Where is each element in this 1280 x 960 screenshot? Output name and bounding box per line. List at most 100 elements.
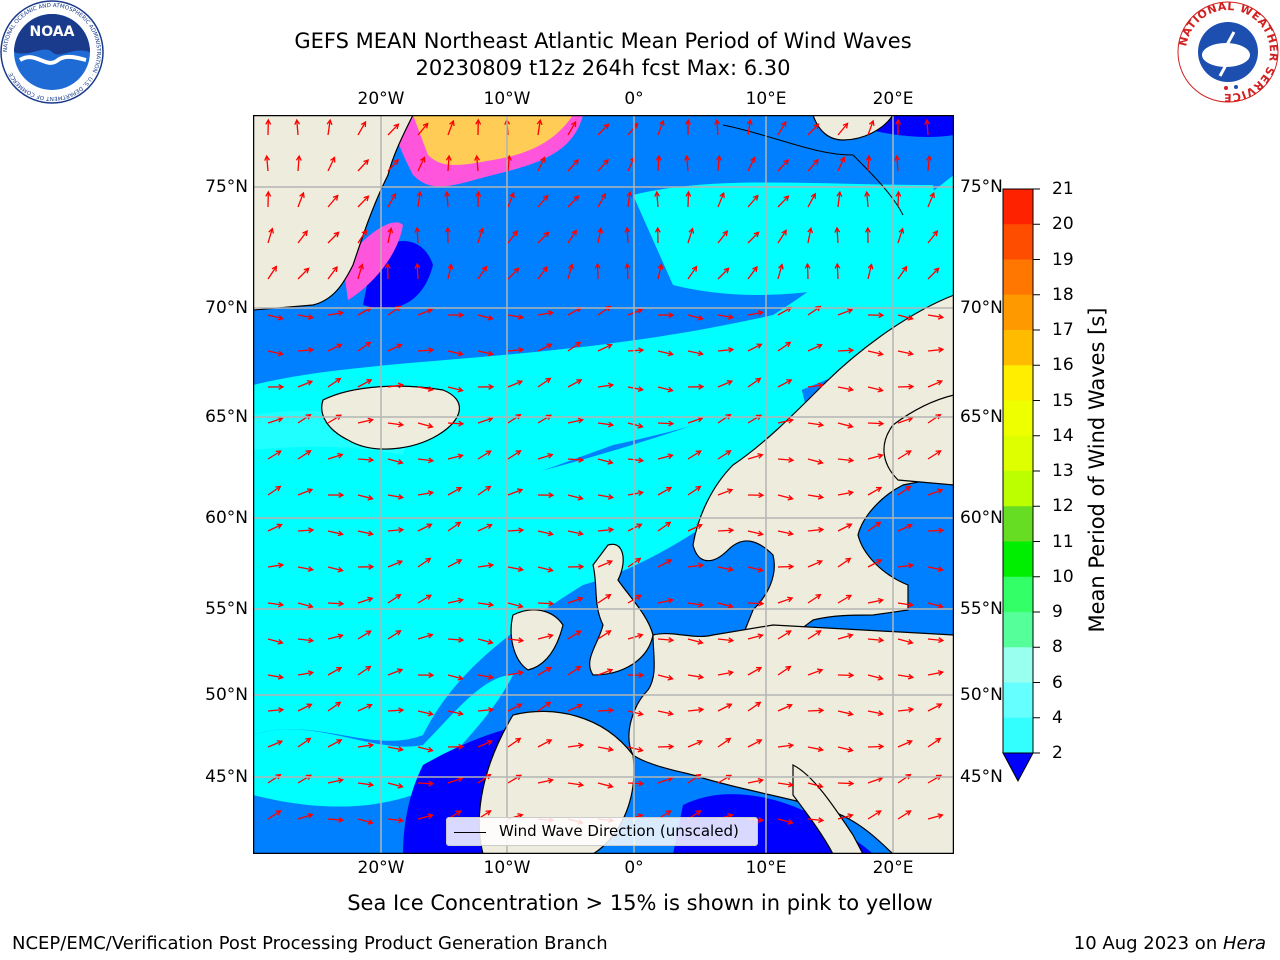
wave-arrow-431: [777, 781, 795, 788]
wave-arrow-171: [567, 379, 583, 388]
wave-arrow-355: [567, 665, 582, 676]
wave-arrow-82: [654, 226, 661, 244]
colorbar-label-15: 4: [1052, 707, 1063, 728]
wave-arrow-238: [507, 488, 524, 496]
wave-arrow-228: [897, 450, 912, 460]
wave-arrow-22: [924, 118, 931, 136]
wave-arrow-29: [445, 154, 452, 172]
wave-arrow-38: [716, 154, 722, 172]
wave-arrow-336: [687, 638, 704, 645]
wave-arrow-3: [357, 120, 367, 136]
wave-arrow-204: [867, 420, 885, 427]
wave-arrow-41: [807, 158, 819, 172]
wave-arrow-256: [357, 530, 374, 537]
wave-arrow-386: [807, 707, 825, 714]
wave-arrow-458: [897, 810, 912, 820]
lon-label-bottom-2: 0°: [624, 858, 644, 878]
wave-arrow-293: [777, 563, 795, 570]
wave-arrow-273: [867, 521, 882, 532]
wave-arrow-242: [627, 490, 645, 497]
wave-arrow-343: [897, 638, 914, 645]
wave-arrow-277: [297, 566, 315, 572]
wave-arrow-327: [417, 632, 434, 640]
wave-arrow-262: [537, 530, 554, 537]
wave-arrow-250: [867, 486, 883, 496]
wave-arrow-380: [627, 710, 644, 717]
wave-arrow-342: [867, 637, 885, 643]
wave-arrow-395: [387, 746, 405, 752]
wave-arrow-344: [927, 637, 945, 644]
colorbar-band-15: [1003, 717, 1033, 754]
wave-arrow-175: [687, 383, 705, 390]
wave-arrow-247: [777, 494, 794, 501]
colorbar-band-11: [1003, 576, 1033, 613]
wave-arrow-259: [447, 521, 462, 532]
wave-arrow-72: [357, 229, 368, 244]
wave-arrow-43: [865, 154, 872, 172]
wave-arrow-246: [747, 492, 765, 499]
wave-arrow-71: [327, 231, 340, 244]
wave-arrow-253: [267, 523, 283, 532]
wave-arrow-162: [297, 380, 314, 388]
wave-arrow-442: [417, 813, 434, 820]
wave-arrow-33: [567, 158, 580, 172]
wave-arrow-323: [297, 637, 315, 644]
wave-arrow-388: [867, 710, 885, 717]
wave-arrow-309: [567, 596, 584, 604]
ocean-map: [253, 115, 954, 854]
lon-label-top-1: 10°W: [483, 89, 531, 109]
wave-arrow-374: [447, 710, 464, 717]
wave-arrow-307: [507, 602, 524, 609]
wave-arrow-147: [537, 343, 553, 352]
wave-arrow-47: [297, 191, 305, 208]
wave-arrow-107: [717, 267, 730, 280]
wave-arrow-402: [597, 746, 615, 753]
wave-arrow-154: [747, 343, 763, 352]
wave-arrow-334: [627, 633, 644, 640]
wave-arrow-285: [537, 566, 554, 573]
wave-arrow-159: [897, 350, 915, 357]
wave-arrow-244: [687, 485, 702, 496]
wave-arrow-76: [477, 227, 485, 244]
wave-arrow-120: [417, 308, 434, 316]
wave-arrow-209: [327, 452, 344, 460]
lon-label-top-0: 20°W: [357, 89, 405, 109]
map-legend: Wind Wave Direction (unscaled): [446, 817, 758, 846]
wave-arrow-357: [627, 672, 645, 679]
colorbar-band-5: [1003, 365, 1033, 401]
wave-arrow-188: [387, 421, 405, 428]
colorbar-band-4: [1003, 330, 1033, 366]
wave-arrow-158: [867, 350, 884, 357]
wave-arrow-313: [687, 601, 705, 608]
wave-arrow-289: [657, 559, 673, 568]
wave-arrow-455: [807, 817, 825, 824]
colorbar-band-2: [1003, 259, 1033, 296]
colorbar-label-12: 9: [1052, 602, 1063, 622]
wave-arrow-252: [927, 488, 944, 496]
wave-arrow-189: [417, 422, 434, 429]
wave-arrow-60: [685, 190, 692, 208]
wave-arrow-362: [777, 665, 792, 676]
wave-arrow-325: [357, 630, 372, 640]
wave-arrow-80: [597, 226, 604, 244]
wave-arrow-284: [507, 566, 525, 572]
wave-arrow-4: [387, 123, 400, 136]
wave-arrow-405: [687, 739, 704, 748]
wave-arrow-314: [717, 602, 734, 609]
colorbar-band-10: [1003, 541, 1033, 578]
legend-line-sample: [454, 832, 486, 833]
wave-arrow-224: [777, 456, 795, 463]
wave-arrow-179: [807, 382, 825, 389]
wave-arrow-372: [387, 707, 405, 714]
wave-arrow-392: [297, 737, 312, 748]
wave-arrow-399: [507, 737, 522, 748]
wave-arrow-212: [417, 457, 435, 464]
colorbar-label-13: 8: [1052, 637, 1063, 658]
wave-arrow-129: [687, 314, 704, 321]
wave-arrow-177: [747, 377, 762, 388]
wave-arrow-258: [417, 523, 433, 532]
wave-arrow-346: [297, 670, 315, 677]
wave-arrow-310: [597, 593, 612, 604]
wave-arrow-138: [267, 350, 284, 357]
wave-arrow-88: [834, 226, 841, 244]
